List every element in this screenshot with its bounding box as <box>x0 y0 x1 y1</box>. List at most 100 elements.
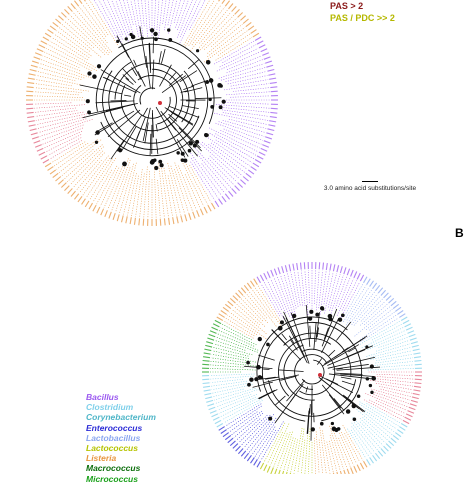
leaf-label-mark <box>270 112 277 113</box>
leaf-label-mark <box>126 216 127 223</box>
node-marker <box>309 310 313 314</box>
leaf-line <box>381 389 411 397</box>
leaf-line <box>154 167 156 218</box>
leaf-line <box>148 171 150 218</box>
leaf-line <box>57 140 98 170</box>
leaf-line <box>181 159 204 206</box>
leaf-label-mark <box>246 22 252 26</box>
leaf-line <box>34 105 85 109</box>
leaf-label-mark <box>265 137 272 139</box>
leaf-line <box>123 0 133 25</box>
leaf-line <box>169 0 181 33</box>
leaf-line <box>367 334 406 350</box>
branch-segment <box>324 328 328 340</box>
leaf-label-mark <box>35 53 41 56</box>
leaf-label-mark <box>225 1 229 7</box>
leaf-label-mark <box>266 65 273 67</box>
leaf-label-mark <box>85 201 89 207</box>
leaf-line <box>43 56 81 71</box>
leaf-label-mark <box>251 30 257 34</box>
branch-segment <box>310 326 311 338</box>
leaf-line <box>202 164 225 193</box>
branch-segment <box>156 139 158 154</box>
leaf-label-mark <box>251 167 257 171</box>
node-marker <box>258 375 262 379</box>
leaf-label-mark <box>28 78 35 79</box>
leaf-label-mark <box>399 427 405 431</box>
branch-segment <box>341 377 351 379</box>
leaf-label-mark <box>264 273 267 279</box>
phylogenetic-tree-a <box>26 0 278 226</box>
leaf-line <box>168 163 181 214</box>
leaf-label-mark <box>393 435 399 439</box>
leaf-line <box>372 376 414 379</box>
leaf-line <box>316 431 319 473</box>
branch-segment <box>117 115 142 152</box>
leaf-label-mark <box>74 1 78 7</box>
phylogenetic-tree-b <box>202 262 422 474</box>
leaf-label-mark <box>391 438 396 442</box>
branch-segment <box>324 336 367 364</box>
node-marker <box>122 162 127 167</box>
branch-segment <box>137 131 140 139</box>
leaf-line <box>127 0 138 37</box>
leaf-line <box>93 170 112 202</box>
leaf-line <box>119 164 133 214</box>
leaf-label-mark <box>228 191 232 196</box>
leaf-label-mark <box>270 87 277 88</box>
branch-arc <box>140 88 155 104</box>
leaf-label-mark <box>333 264 334 271</box>
leaf-label-mark <box>219 427 225 431</box>
leaf-line <box>41 125 83 140</box>
leaf-label-mark <box>384 446 389 451</box>
node-marker <box>210 105 214 109</box>
leaf-line <box>376 340 409 351</box>
leaf-label-mark <box>213 417 219 420</box>
leaf-line <box>378 337 407 348</box>
leaf-label-mark <box>262 53 268 56</box>
node-marker <box>352 404 356 408</box>
leaf-label-mark <box>82 199 86 205</box>
leaf-label-mark <box>64 9 69 14</box>
leaf-line <box>274 433 287 466</box>
leaf-label-mark <box>225 304 231 308</box>
leaf-label-mark <box>271 467 274 473</box>
branch-segment <box>272 330 301 361</box>
branch-segment <box>332 387 364 412</box>
leaf-line <box>267 280 281 309</box>
branch-segment <box>282 334 287 340</box>
leaf-line <box>207 27 245 56</box>
node-marker <box>254 377 258 381</box>
leaf-label-mark <box>31 65 38 67</box>
leaf-line <box>372 392 409 404</box>
node-marker <box>206 60 211 65</box>
leaf-line <box>364 400 402 420</box>
leaf-line <box>352 427 372 455</box>
node-marker <box>131 35 136 40</box>
node-marker <box>86 99 90 103</box>
leaf-line <box>351 292 375 323</box>
leaf-label-mark <box>209 334 216 336</box>
leaf-label-mark <box>354 466 357 472</box>
leaf-line <box>227 56 261 70</box>
branch-segment <box>290 384 303 402</box>
leaf-line <box>360 321 400 344</box>
leaf-line <box>158 180 161 218</box>
leaf-line <box>73 153 105 188</box>
leaf-line <box>162 168 169 217</box>
panel-b-label: B <box>455 226 464 240</box>
leaf-label-mark <box>32 61 39 63</box>
leaf-label-mark <box>105 210 108 216</box>
leaf-label-mark <box>253 163 259 167</box>
leaf-label-mark <box>204 349 211 350</box>
leaf-label-mark <box>235 186 240 191</box>
leaf-label-mark <box>39 45 45 48</box>
branch-segment <box>89 104 134 114</box>
leaf-line <box>199 12 231 47</box>
leaf-label-mark <box>264 465 267 471</box>
node-marker <box>153 159 156 162</box>
leaf-label-mark <box>204 393 211 394</box>
leaf-line <box>210 365 243 367</box>
leaf-label-mark <box>410 404 417 406</box>
leaf-label-mark <box>278 267 280 274</box>
